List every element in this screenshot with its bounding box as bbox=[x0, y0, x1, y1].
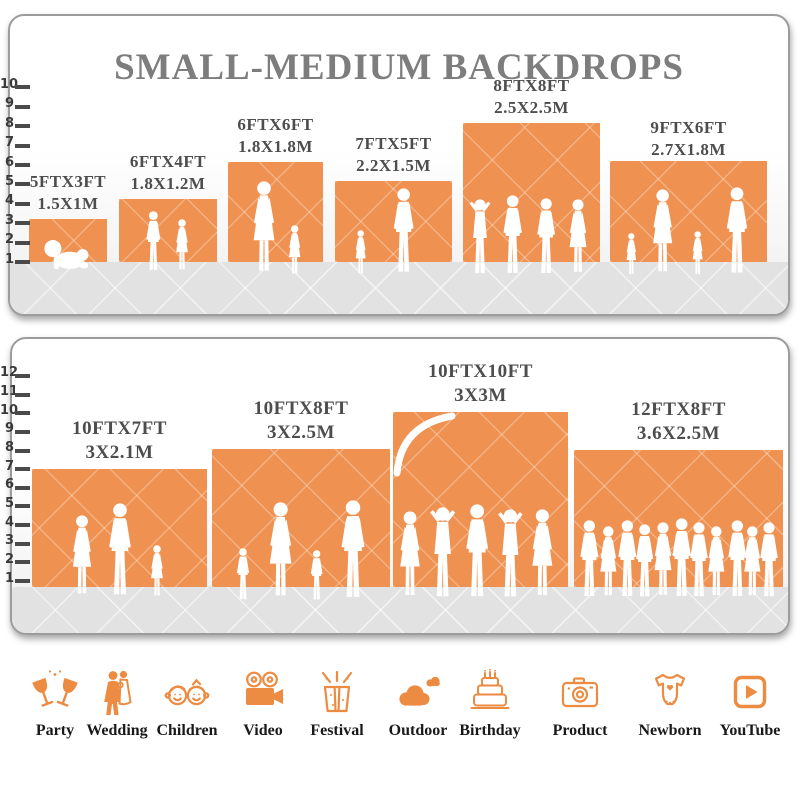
category-label: Children bbox=[156, 722, 218, 739]
ruler-tick-3: 3 bbox=[0, 533, 30, 549]
ruler-tick-7: 7 bbox=[0, 135, 30, 151]
category-children: Children bbox=[142, 668, 232, 740]
category-label: Outdoor bbox=[388, 722, 448, 739]
ruler-tick-9: 9 bbox=[0, 96, 30, 112]
category-label: Newborn bbox=[638, 722, 702, 739]
party-glasses-icon bbox=[32, 670, 78, 707]
ruler-tick-5: 5 bbox=[0, 173, 30, 189]
people-silhouettes bbox=[72, 503, 163, 596]
ruler-tick-4: 4 bbox=[0, 193, 30, 209]
ruler-tick-2: 2 bbox=[0, 232, 30, 248]
backdrop-label-6x4ft: 6FTX4FT 1.8X1.2M bbox=[129, 152, 207, 193]
newborn-onesie-icon bbox=[654, 673, 686, 706]
people-silhouettes bbox=[626, 187, 748, 275]
backdrop-label-10x10ft: 10FTX10FT 3X3M bbox=[428, 361, 533, 407]
category-label: Product bbox=[552, 722, 608, 739]
category-label: YouTube bbox=[719, 722, 781, 739]
category-party: Party bbox=[10, 668, 100, 740]
backdrop-label-6x6ft: 6FTX6FT 1.8X1.8M bbox=[237, 115, 314, 156]
ruler-tick-5: 5 bbox=[0, 495, 30, 511]
people-silhouettes bbox=[44, 240, 89, 270]
backdrop-5x3ft bbox=[29, 219, 107, 262]
product-camera-icon bbox=[561, 677, 599, 708]
ruler-tick-2: 2 bbox=[0, 551, 30, 567]
ruler-tick-9: 9 bbox=[0, 421, 30, 437]
ruler-tick-6: 6 bbox=[0, 477, 30, 493]
people-silhouettes bbox=[253, 181, 301, 274]
video-camera-icon bbox=[246, 671, 283, 705]
floor-strip bbox=[12, 587, 788, 633]
ruler-tick-1: 1 bbox=[0, 251, 30, 267]
category-outdoor: Outdoor bbox=[373, 668, 463, 740]
people-silhouettes bbox=[580, 518, 778, 597]
youtube-play-icon bbox=[733, 675, 767, 709]
ruler-tick-11: 11 bbox=[0, 384, 30, 400]
category-label: Party bbox=[35, 722, 75, 739]
festival-gift-icon bbox=[321, 670, 353, 713]
category-birthday: Birthday bbox=[445, 668, 535, 740]
backdrop-label-9x6ft: 9FTX6FT 2.7X1.8M bbox=[650, 118, 727, 159]
wedding-couple-icon bbox=[104, 670, 132, 715]
backdrop-label-5x3ft: 5FTX3FT 1.5X1M bbox=[29, 172, 107, 213]
category-festival: Festival bbox=[292, 668, 382, 740]
category-label: Video bbox=[243, 722, 283, 739]
backdrop-7x5ft bbox=[335, 181, 452, 262]
people-silhouettes bbox=[236, 500, 365, 600]
children-faces-icon bbox=[164, 678, 210, 706]
outdoor-clouds-icon bbox=[399, 676, 440, 706]
backdrop-6x6ft bbox=[228, 162, 323, 262]
category-label: Festival bbox=[310, 722, 364, 739]
ruler-tick-10: 10 bbox=[0, 76, 30, 92]
people-silhouettes bbox=[146, 211, 188, 270]
people-silhouettes bbox=[469, 195, 587, 274]
ruler-tick-7: 7 bbox=[0, 458, 30, 474]
page-title: SMALL-MEDIUM BACKDROPS bbox=[114, 47, 684, 88]
ruler-tick-3: 3 bbox=[0, 212, 30, 228]
people-silhouettes bbox=[400, 504, 553, 597]
backdrop-8x8ft bbox=[463, 123, 600, 262]
category-wedding: Wedding bbox=[72, 668, 162, 740]
ruler-tick-12: 12 bbox=[0, 365, 30, 381]
backdrop-label-8x8ft: 8FTX8FT 2.5X2.5M bbox=[493, 76, 570, 117]
backdrop-label-10x7ft: 10FTX7FT 3X2.1M bbox=[72, 418, 167, 464]
corner-curl-decoration bbox=[393, 412, 456, 477]
ruler-tick-4: 4 bbox=[0, 514, 30, 530]
ruler-tick-8: 8 bbox=[0, 440, 30, 456]
ruler-tick-10: 10 bbox=[0, 402, 30, 418]
birthday-cake-icon bbox=[470, 668, 510, 709]
people-silhouettes bbox=[355, 188, 414, 273]
category-product: Product bbox=[535, 668, 625, 740]
category-label: Wedding bbox=[86, 722, 148, 739]
category-video: Video bbox=[218, 668, 308, 740]
backdrop-label-10x8ft: 10FTX8FT 3X2.5M bbox=[253, 398, 349, 444]
ruler-tick-8: 8 bbox=[0, 115, 30, 131]
backdrop-6x4ft bbox=[119, 199, 217, 262]
category-youtube: YouTube bbox=[705, 668, 795, 740]
category-newborn: Newborn bbox=[625, 668, 715, 740]
ruler-tick-6: 6 bbox=[0, 154, 30, 170]
backdrop-label-7x5ft: 7FTX5FT 2.2X1.5M bbox=[355, 134, 432, 175]
backdrop-label-12x8ft: 12FTX8FT 3.6X2.5M bbox=[631, 399, 726, 445]
ruler-tick-1: 1 bbox=[0, 570, 30, 586]
category-label: Birthday bbox=[459, 722, 521, 739]
